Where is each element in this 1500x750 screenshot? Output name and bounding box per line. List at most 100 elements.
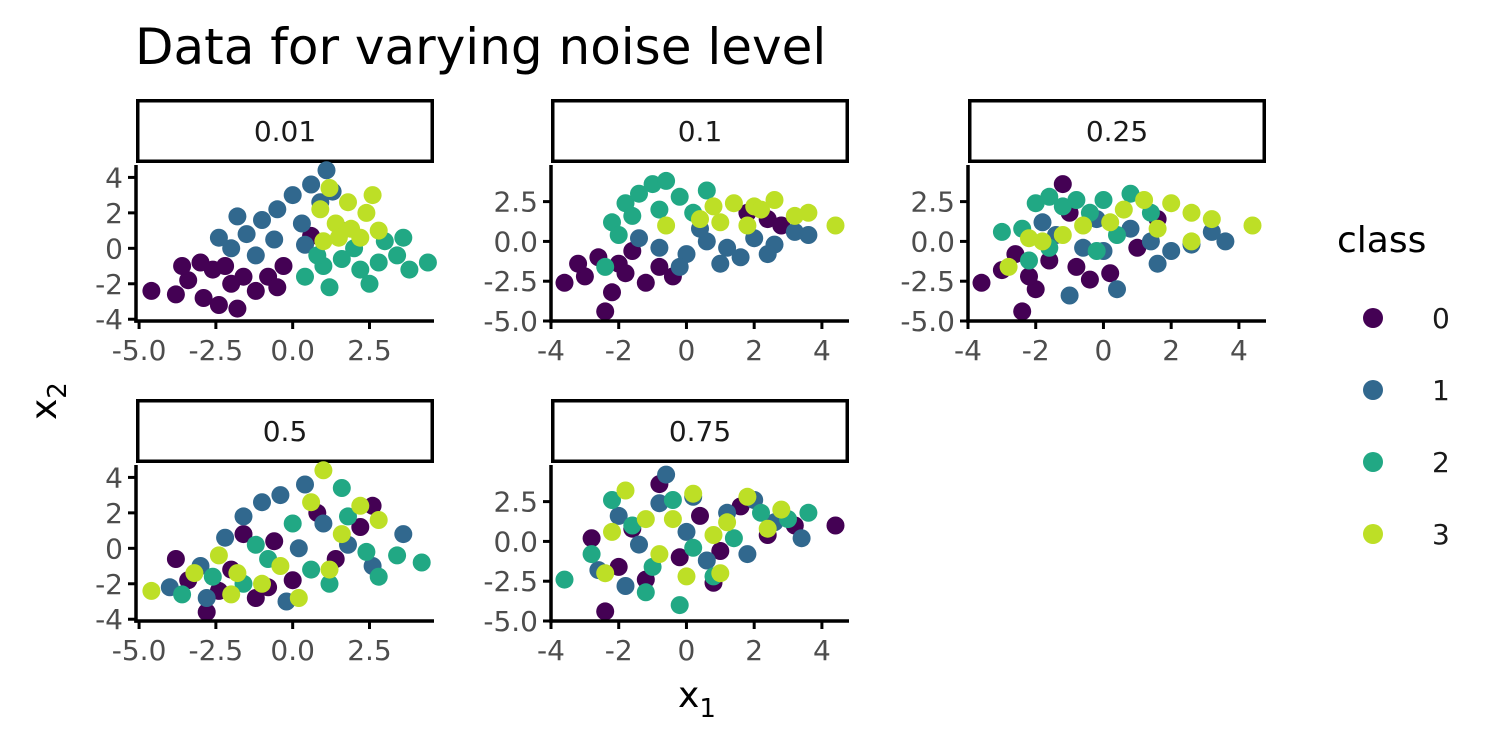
y-tick-label: 0.0 bbox=[493, 525, 538, 558]
scatter-point-class-3 bbox=[1182, 203, 1201, 222]
facet-label: 0.1 bbox=[678, 115, 723, 148]
x-tick-label: 2 bbox=[745, 634, 763, 667]
scatter-point-class-2 bbox=[650, 200, 669, 219]
scatter-point-class-2 bbox=[173, 585, 192, 604]
legend-item-class-0: 0 bbox=[1363, 302, 1450, 335]
x-tick-label: 2.5 bbox=[347, 634, 392, 667]
points-layer bbox=[555, 465, 845, 621]
x-axis-title: x1 bbox=[678, 675, 716, 724]
scatter-point-class-2 bbox=[351, 260, 370, 279]
scatter-point-class-0 bbox=[596, 302, 615, 321]
scatter-point-class-1 bbox=[296, 475, 314, 494]
scatter-point-class-1 bbox=[650, 494, 669, 513]
facet-strip bbox=[136, 99, 434, 163]
y-tick-label: 0.0 bbox=[910, 225, 955, 258]
scatter-point-class-3 bbox=[314, 461, 333, 480]
scatter-point-class-3 bbox=[752, 200, 770, 219]
scatter-point-class-1 bbox=[268, 200, 287, 219]
scatter-point-class-1 bbox=[216, 528, 235, 547]
scatter-point-class-0 bbox=[1101, 264, 1120, 283]
scatter-point-class-0 bbox=[711, 542, 730, 560]
y-tick-label: -2.5 bbox=[900, 265, 955, 298]
scatter-point-class-3 bbox=[1148, 219, 1167, 238]
scatter-point-class-0 bbox=[1053, 175, 1072, 194]
scatter-point-class-2 bbox=[623, 516, 642, 535]
scatter-point-class-3 bbox=[332, 525, 351, 544]
scatter-point-class-2 bbox=[799, 503, 818, 522]
x-axis-title-subscript: 1 bbox=[699, 694, 716, 724]
scatter-point-class-3 bbox=[684, 484, 703, 503]
scatter-point-class-2 bbox=[609, 226, 628, 244]
legend-label: 0 bbox=[1432, 302, 1450, 335]
scatter-point-class-1 bbox=[197, 589, 216, 607]
scatter-point-class-1 bbox=[697, 551, 716, 570]
scatter-point-class-1 bbox=[1202, 222, 1221, 241]
facet-panel: 0.25 -4 -2 0 2 4 -5.0 -2.5 0.0 2.5 bbox=[900, 99, 1266, 367]
points-layer bbox=[555, 171, 845, 321]
scatter-point-class-3 bbox=[357, 203, 376, 222]
x-tick-label: 2 bbox=[1162, 334, 1180, 367]
scatter-point-class-0 bbox=[772, 216, 791, 235]
scatter-point-class-2 bbox=[388, 546, 407, 565]
legend-swatch bbox=[1363, 452, 1383, 472]
scatter-point-class-1 bbox=[670, 257, 689, 276]
scatter-point-class-3 bbox=[1101, 213, 1120, 232]
y-tick-label: -5.0 bbox=[483, 605, 538, 638]
scatter-point-class-3 bbox=[691, 210, 709, 229]
scatter-point-class-1 bbox=[292, 214, 311, 233]
scatter-point-class-3 bbox=[663, 510, 682, 529]
scatter-point-class-1 bbox=[792, 529, 811, 548]
x-tick-label: -2 bbox=[605, 334, 633, 367]
y-tick-label: 2 bbox=[105, 497, 123, 530]
scatter-point-class-2 bbox=[1053, 197, 1072, 216]
scatter-point-class-2 bbox=[663, 491, 682, 509]
scatter-point-class-2 bbox=[388, 246, 407, 265]
facet-strip bbox=[968, 99, 1266, 163]
scatter-point-class-0 bbox=[1040, 251, 1059, 270]
scatter-point-class-2 bbox=[400, 260, 419, 279]
scatter-point-class-2 bbox=[1020, 251, 1038, 270]
scatter-point-class-2 bbox=[332, 479, 351, 497]
y-tick-label: 2.5 bbox=[493, 186, 538, 219]
scatter-point-class-0 bbox=[268, 278, 287, 297]
facet-strip bbox=[136, 399, 434, 463]
scatter-point-class-0 bbox=[228, 299, 247, 318]
scatter-point-class-3 bbox=[711, 564, 730, 583]
scatter-point-class-3 bbox=[311, 200, 330, 219]
scatter-point-class-3 bbox=[999, 257, 1018, 276]
scatter-point-class-2 bbox=[1087, 242, 1106, 260]
y-tick-label: -4 bbox=[95, 303, 123, 336]
scatter-point-class-1 bbox=[630, 535, 648, 554]
scatter-point-class-0 bbox=[246, 281, 265, 300]
x-tick-label: -4 bbox=[954, 334, 982, 367]
scatter-point-class-0 bbox=[691, 506, 709, 525]
scatter-point-class-3 bbox=[677, 567, 696, 586]
scatter-point-class-2 bbox=[339, 507, 357, 526]
x-tick-label: -2.5 bbox=[189, 334, 244, 367]
scatter-point-class-0 bbox=[142, 281, 161, 300]
scatter-point-class-2 bbox=[283, 514, 302, 533]
legend-swatch bbox=[1363, 524, 1383, 544]
scatter-point-class-0 bbox=[582, 529, 601, 548]
scatter-point-class-3 bbox=[302, 493, 321, 512]
scatter-point-class-3 bbox=[724, 194, 743, 213]
scatter-point-class-3 bbox=[222, 585, 241, 604]
scatter-point-class-2 bbox=[697, 181, 716, 200]
scatter-point-class-0 bbox=[670, 548, 689, 567]
scatter-point-class-3 bbox=[785, 206, 804, 225]
scatter-point-class-2 bbox=[1026, 194, 1045, 213]
scatter-point-class-1 bbox=[718, 238, 737, 257]
x-tick-label: 4 bbox=[813, 634, 831, 667]
scatter-point-class-0 bbox=[603, 283, 621, 302]
y-tick-label: -2 bbox=[95, 568, 123, 601]
y-tick-label: 4 bbox=[105, 461, 123, 494]
points-layer bbox=[142, 461, 431, 621]
y-tick-label: -2.5 bbox=[483, 565, 538, 598]
scatter-point-class-2 bbox=[369, 567, 388, 586]
scatter-point-class-3 bbox=[738, 487, 757, 506]
scatter-point-class-1 bbox=[785, 222, 804, 241]
scatter-point-class-1 bbox=[630, 229, 648, 248]
scatter-point-class-3 bbox=[657, 216, 676, 235]
scatter-point-class-0 bbox=[650, 257, 669, 276]
scatter-point-class-1 bbox=[253, 493, 271, 512]
